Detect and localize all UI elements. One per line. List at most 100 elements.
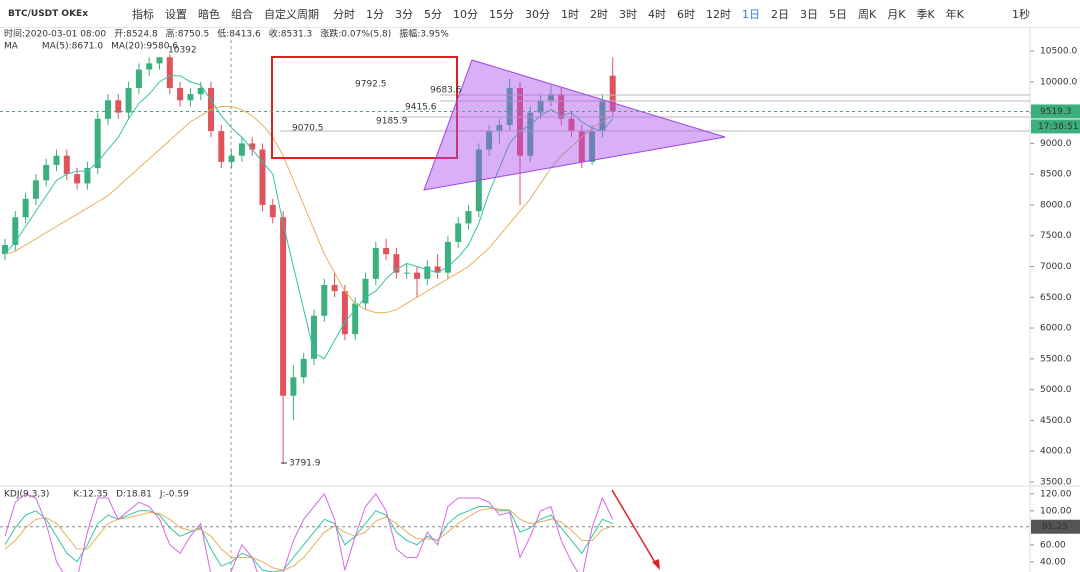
tool-button[interactable]: 设置 bbox=[165, 7, 188, 21]
candle-body bbox=[558, 94, 565, 119]
indicator-line bbox=[4, 492, 614, 572]
tools: 指标 设置 暗色 组合 bbox=[132, 6, 264, 22]
candle-body bbox=[444, 241, 451, 273]
period-button[interactable]: 2时 bbox=[590, 7, 609, 21]
y-tick-label: 60.00 bbox=[1040, 540, 1066, 550]
period-button[interactable]: 季K bbox=[916, 7, 935, 21]
y-tick-label: 4000.0 bbox=[1040, 447, 1072, 457]
tool-button[interactable]: 暗色 bbox=[198, 7, 221, 21]
y-tick-label: 7500.0 bbox=[1040, 231, 1072, 241]
candle-body bbox=[218, 131, 225, 162]
y-tick-label: 100.00 bbox=[1040, 506, 1072, 516]
low-label: 3791.9 bbox=[289, 459, 321, 469]
candle-body bbox=[609, 75, 616, 112]
candle-body bbox=[84, 168, 91, 184]
period-button[interactable]: 15分 bbox=[489, 7, 515, 21]
candle-body bbox=[187, 94, 194, 101]
fib-label: 9683.6 bbox=[430, 86, 462, 96]
candle-body bbox=[352, 303, 359, 335]
y-tick-label: 10000.0 bbox=[1040, 77, 1077, 87]
period-button[interactable]: 3分 bbox=[395, 7, 414, 21]
candle-body bbox=[455, 223, 462, 242]
info-item: 低:8413.6 bbox=[217, 28, 261, 40]
period-button[interactable]: 3日 bbox=[800, 7, 819, 21]
fib-label: 9415.6 bbox=[405, 103, 437, 113]
y-tick-label: 7000.0 bbox=[1040, 262, 1072, 272]
legend-item: MA(5):8671.0 bbox=[42, 42, 103, 52]
y-tick-label: 6000.0 bbox=[1040, 324, 1072, 334]
y-tick-label: 4500.0 bbox=[1040, 416, 1072, 426]
period-button[interactable]: 3时 bbox=[619, 7, 638, 21]
candle-body bbox=[486, 131, 493, 150]
symbol[interactable]: BTC/USDT OKEx bbox=[8, 8, 89, 19]
candle-body bbox=[517, 88, 523, 156]
candle-body bbox=[269, 204, 276, 218]
legend-item: KDJ(9,3,3) bbox=[4, 490, 49, 500]
candle-body bbox=[32, 180, 39, 199]
candle-body bbox=[496, 124, 503, 132]
period-button[interactable]: 月K bbox=[887, 7, 906, 21]
period-button[interactable]: 10分 bbox=[453, 7, 479, 21]
candle-body bbox=[249, 143, 256, 150]
period-button[interactable]: 4时 bbox=[648, 7, 667, 21]
period-button[interactable]: 年K bbox=[945, 7, 964, 21]
period-button[interactable]: 5分 bbox=[424, 7, 443, 21]
candle-body bbox=[259, 149, 266, 205]
y-tick-label: 8500.0 bbox=[1040, 170, 1072, 180]
legend-item: MA(20):9580.6 bbox=[111, 42, 178, 52]
y-tick-label: 5000.0 bbox=[1040, 385, 1072, 395]
triangle bbox=[423, 59, 726, 191]
candle-body bbox=[166, 57, 173, 89]
info-item: 收:8531.3 bbox=[269, 28, 313, 40]
info-item: 高:8750.5 bbox=[166, 28, 210, 40]
arrow bbox=[611, 489, 657, 565]
y-tick-label: 10500.0 bbox=[1040, 47, 1077, 57]
price-panel bbox=[2, 54, 616, 464]
candle-body bbox=[94, 118, 101, 169]
custom-period[interactable]: 自定义周期 bbox=[264, 7, 320, 21]
candle-body bbox=[115, 100, 122, 113]
candle-body bbox=[414, 272, 420, 279]
y-tick-label: 3500.0 bbox=[1040, 477, 1072, 487]
period-button[interactable]: 2日 bbox=[771, 7, 790, 21]
period-button[interactable]: 1分 bbox=[366, 7, 385, 21]
candle-body bbox=[434, 266, 441, 273]
y-tick-label: 40.00 bbox=[1040, 557, 1066, 567]
candle-body bbox=[74, 174, 81, 184]
tool-button[interactable]: 组合 bbox=[231, 7, 254, 21]
legend-item: D:18.81 bbox=[116, 490, 152, 500]
countdown: 17:38:51 bbox=[1038, 122, 1078, 132]
indicator-line bbox=[4, 506, 613, 572]
candle-body bbox=[372, 248, 379, 279]
candle-body bbox=[311, 315, 317, 359]
legend-item: MA bbox=[4, 42, 19, 52]
period-button[interactable]: 30分 bbox=[525, 7, 551, 21]
candle-body bbox=[177, 88, 184, 101]
candle-body bbox=[146, 63, 153, 70]
period-button[interactable]: 5日 bbox=[829, 7, 848, 21]
candle-body bbox=[280, 217, 287, 396]
candle-body bbox=[465, 211, 472, 224]
fib-label: 9792.5 bbox=[355, 80, 387, 90]
candle-body bbox=[135, 69, 142, 89]
refresh[interactable]: 1秒 bbox=[1012, 7, 1030, 21]
candle-body bbox=[63, 155, 70, 175]
candle-body bbox=[547, 94, 554, 101]
candle-body bbox=[105, 100, 111, 119]
period-button[interactable]: 6时 bbox=[677, 7, 696, 21]
period-button[interactable]: 12时 bbox=[706, 7, 732, 21]
candle-body bbox=[331, 284, 338, 292]
period-button[interactable]: 分时 bbox=[333, 7, 356, 21]
tool-button[interactable]: 指标 bbox=[132, 7, 155, 21]
candle-body bbox=[589, 131, 596, 162]
period-button[interactable]: 1日 bbox=[742, 7, 761, 21]
period-button[interactable]: 1时 bbox=[561, 7, 580, 21]
candle-body bbox=[125, 88, 132, 113]
kdj-label: 81.25 bbox=[1042, 522, 1068, 532]
info-item: 时间:2020-03-01 08:00 bbox=[4, 28, 106, 40]
period-button[interactable]: 周K bbox=[858, 7, 877, 21]
legend-item: J:-0.59 bbox=[159, 490, 189, 500]
arrow-head bbox=[652, 559, 660, 570]
candle-body bbox=[527, 112, 534, 156]
